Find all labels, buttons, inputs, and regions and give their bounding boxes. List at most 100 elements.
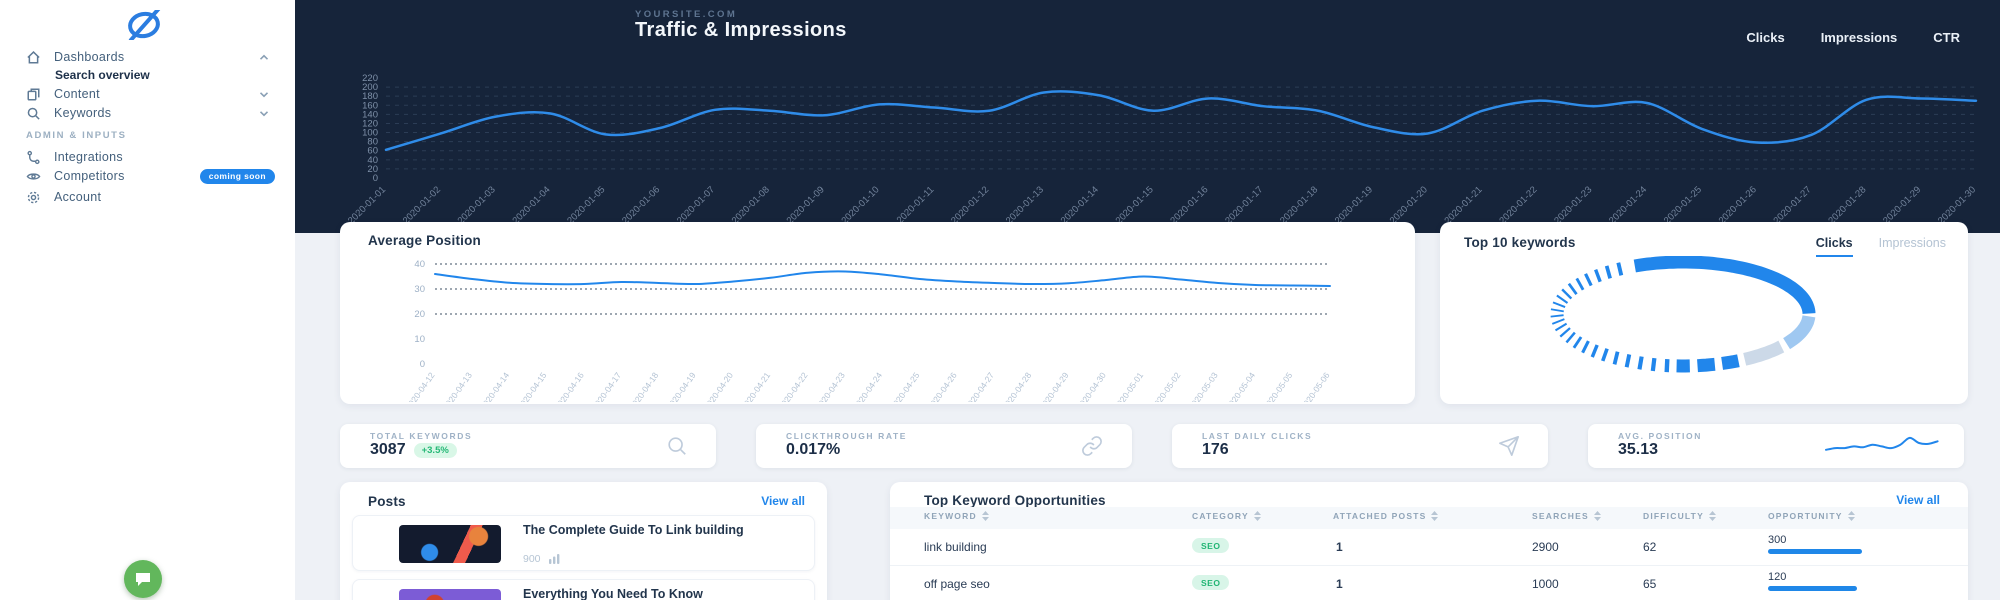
tab-clicks[interactable]: Clicks: [1815, 236, 1853, 257]
stat-value: 3087: [370, 441, 406, 458]
stat-label: LAST DAILY CLICKS: [1202, 431, 1313, 441]
sidebar-item-label: Account: [54, 190, 102, 204]
svg-text:2020-01-18: 2020-01-18: [1278, 184, 1320, 226]
svg-text:2020-04-26: 2020-04-26: [926, 370, 959, 402]
view-all-link[interactable]: View all: [761, 494, 805, 508]
home-icon: [27, 50, 40, 63]
tab-clicks[interactable]: Clicks: [1746, 30, 1785, 45]
sort-icon: [1593, 511, 1601, 521]
svg-text:2020-04-22: 2020-04-22: [776, 370, 809, 402]
table-row[interactable]: off page seo SEO 1 1000 65 120: [890, 565, 1968, 600]
svg-text:2020-04-25: 2020-04-25: [888, 370, 921, 402]
support-chat-button[interactable]: [124, 560, 162, 598]
stat-card-total-keywords: TOTAL KEYWORDS 3087 +3.5%: [340, 424, 716, 468]
app-logo-icon[interactable]: [122, 10, 166, 40]
stat-label: AVG. POSITION: [1618, 431, 1702, 441]
svg-text:2020-04-19: 2020-04-19: [665, 370, 698, 402]
svg-text:2020-05-01: 2020-05-01: [1112, 370, 1145, 402]
sidebar-item-content[interactable]: Content: [26, 85, 269, 103]
svg-text:2020-01-10: 2020-01-10: [839, 184, 881, 226]
sidebar-item-account[interactable]: Account: [26, 188, 269, 206]
delta-badge: +3.5%: [413, 442, 457, 458]
tab-impressions[interactable]: Impressions: [1820, 30, 1898, 45]
svg-text:2020-01-15: 2020-01-15: [1114, 184, 1156, 226]
card-title: Top 10 keywords: [1464, 235, 1576, 250]
stat-card-avg-position: AVG. POSITION 35.13: [1588, 424, 1964, 468]
cell-attached-posts: 1: [1336, 577, 1343, 591]
svg-text:2020-01-28: 2020-01-28: [1826, 184, 1868, 226]
category-badge: SEO: [1192, 575, 1230, 590]
posts-card: Posts View all The Complete Guide To Lin…: [340, 482, 827, 600]
stat-card-last-daily-clicks: LAST DAILY CLICKS 176: [1172, 424, 1548, 468]
column-header-attached-posts[interactable]: ATTACHED POSTS: [1333, 511, 1439, 521]
search-icon: [27, 107, 40, 120]
svg-text:0: 0: [373, 173, 378, 184]
svg-text:2020-01-08: 2020-01-08: [730, 184, 772, 226]
column-header-difficulty[interactable]: DIFFICULTY: [1643, 511, 1716, 521]
opportunity-progress-bar: [1768, 586, 1858, 591]
post-thumbnail: [399, 589, 501, 600]
sort-icon: [1253, 511, 1261, 521]
post-thumbnail: [399, 525, 501, 563]
avg-position-sparkline-chart: [1825, 436, 1939, 451]
cell-attached-posts: 1: [1336, 540, 1343, 554]
keyword-opportunities-card: Top Keyword Opportunities View all KEYWO…: [890, 482, 1968, 600]
traffic-panel: YOURSITE.COM Traffic & Impressions Click…: [295, 0, 2000, 233]
chevron-up-icon: [259, 54, 269, 60]
cell-difficulty: 65: [1643, 577, 1657, 591]
stat-card-clickthrough-rate: CLICKTHROUGH RATE 0.017%: [756, 424, 1132, 468]
sort-icon: [1847, 511, 1855, 521]
sidebar-item-integrations[interactable]: Integrations: [26, 148, 269, 166]
column-header-keyword[interactable]: KEYWORD: [924, 511, 989, 521]
svg-text:2020-05-02: 2020-05-02: [1149, 370, 1182, 402]
svg-text:2020-01-24: 2020-01-24: [1607, 184, 1649, 226]
sidebar-item-search-overview[interactable]: Search overview: [55, 68, 150, 82]
svg-text:2020-01-26: 2020-01-26: [1717, 184, 1759, 226]
svg-text:2020-01-29: 2020-01-29: [1881, 184, 1923, 226]
cell-keyword: off page seo: [924, 577, 990, 591]
sidebar-item-dashboards[interactable]: Dashboards: [26, 48, 269, 66]
svg-text:2020-01-27: 2020-01-27: [1771, 184, 1813, 226]
post-list-item[interactable]: Everything You Need To Know: [352, 579, 815, 600]
post-title: The Complete Guide To Link building: [523, 523, 744, 537]
tab-impressions[interactable]: Impressions: [1878, 236, 1946, 250]
svg-text:2020-01-07: 2020-01-07: [675, 184, 717, 226]
post-title: Everything You Need To Know: [523, 587, 703, 600]
chevron-down-icon: [259, 91, 269, 97]
sidebar-item-label: Content: [54, 87, 100, 101]
svg-text:2020-04-14: 2020-04-14: [478, 370, 511, 402]
column-header-opportunity[interactable]: OPPORTUNITY: [1768, 511, 1855, 521]
svg-text:2020-04-29: 2020-04-29: [1037, 370, 1070, 402]
sort-icon: [981, 511, 989, 521]
svg-text:100: 100: [362, 128, 378, 139]
svg-text:2020-01-21: 2020-01-21: [1443, 184, 1485, 226]
svg-text:2020-05-05: 2020-05-05: [1261, 370, 1294, 402]
post-list-item[interactable]: The Complete Guide To Link building 900: [352, 515, 815, 571]
svg-text:30: 30: [414, 284, 425, 295]
stat-label: TOTAL KEYWORDS: [370, 431, 473, 441]
svg-text:2020-04-23: 2020-04-23: [814, 370, 847, 402]
svg-text:2020-01-19: 2020-01-19: [1333, 184, 1375, 226]
eye-icon: [26, 172, 41, 180]
svg-text:2020-01-03: 2020-01-03: [456, 184, 498, 226]
svg-text:200: 200: [362, 82, 378, 93]
svg-text:2020-01-06: 2020-01-06: [620, 184, 662, 226]
column-header-searches[interactable]: SEARCHES: [1532, 511, 1601, 521]
table-row[interactable]: link building SEO 1 2900 62 300: [890, 529, 1968, 565]
sidebar-item-keywords[interactable]: Keywords: [26, 104, 269, 122]
sidebar-item-competitors[interactable]: Competitors coming soon: [26, 167, 275, 185]
column-header-category[interactable]: CATEGORY: [1192, 511, 1261, 521]
sort-icon: [1708, 511, 1716, 521]
sidebar-item-label: Competitors: [54, 169, 125, 183]
svg-text:2020-01-02: 2020-01-02: [401, 184, 443, 226]
tab-ctr[interactable]: CTR: [1933, 30, 1960, 45]
cell-difficulty: 62: [1643, 540, 1657, 554]
svg-text:2020-01-04: 2020-01-04: [510, 184, 552, 226]
svg-text:2020-01-30: 2020-01-30: [1936, 184, 1978, 226]
gear-icon: [27, 191, 40, 203]
cell-opportunity: 120: [1768, 571, 1787, 583]
view-all-link[interactable]: View all: [1896, 493, 1940, 507]
svg-text:2020-01-11: 2020-01-11: [895, 184, 937, 226]
